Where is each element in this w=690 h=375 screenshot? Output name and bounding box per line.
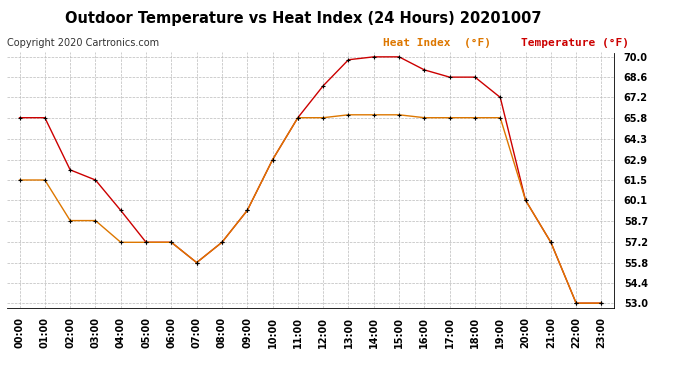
Point [520, 197, 531, 203]
Text: Heat Index  (°F): Heat Index (°F) [383, 38, 491, 48]
Point [191, 260, 202, 266]
Point [495, 94, 506, 100]
Point [217, 239, 228, 245]
Point [141, 239, 152, 245]
Point [545, 239, 556, 245]
Point [293, 115, 304, 121]
Point [166, 239, 177, 245]
Point [115, 239, 126, 245]
Point [90, 217, 101, 223]
Point [241, 207, 253, 213]
Point [469, 115, 480, 121]
Point [368, 112, 380, 118]
Point [419, 67, 430, 73]
Point [520, 197, 531, 203]
Point [115, 207, 126, 213]
Point [293, 115, 304, 121]
Point [14, 177, 25, 183]
Point [90, 177, 101, 183]
Point [469, 74, 480, 80]
Point [241, 207, 253, 213]
Point [571, 300, 582, 306]
Point [191, 260, 202, 266]
Point [393, 54, 404, 60]
Point [317, 115, 328, 121]
Point [343, 112, 354, 118]
Text: Temperature (°F): Temperature (°F) [521, 38, 629, 48]
Point [571, 300, 582, 306]
Point [14, 115, 25, 121]
Point [65, 217, 76, 223]
Point [419, 115, 430, 121]
Point [217, 239, 228, 245]
Point [65, 167, 76, 173]
Point [495, 115, 506, 121]
Point [596, 300, 607, 306]
Point [267, 157, 278, 163]
Point [368, 54, 380, 60]
Point [267, 157, 278, 163]
Point [343, 57, 354, 63]
Point [39, 115, 50, 121]
Point [141, 239, 152, 245]
Point [444, 115, 455, 121]
Point [39, 177, 50, 183]
Point [393, 112, 404, 118]
Point [545, 239, 556, 245]
Text: Copyright 2020 Cartronics.com: Copyright 2020 Cartronics.com [7, 38, 159, 48]
Point [166, 239, 177, 245]
Point [596, 300, 607, 306]
Text: Outdoor Temperature vs Heat Index (24 Hours) 20201007: Outdoor Temperature vs Heat Index (24 Ho… [66, 11, 542, 26]
Point [317, 83, 328, 89]
Point [444, 74, 455, 80]
